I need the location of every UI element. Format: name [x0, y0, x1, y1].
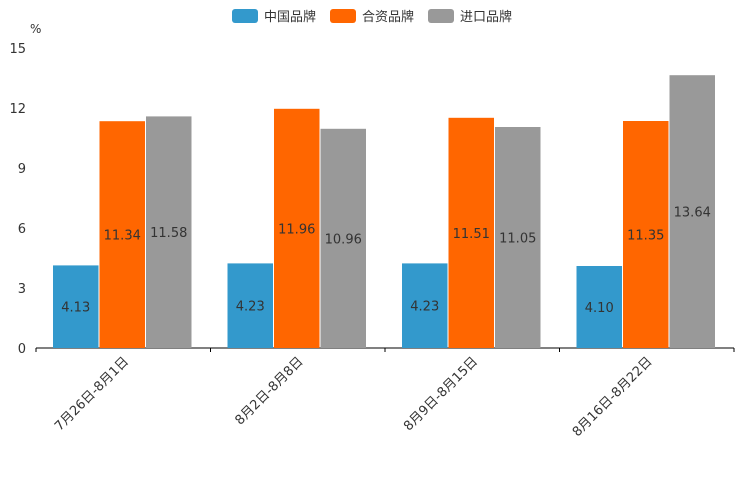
- bar: [227, 263, 273, 348]
- bar: [146, 116, 192, 349]
- bar-value-label: 11.35: [627, 229, 664, 244]
- legend-item-imported[interactable]: 进口品牌: [428, 6, 512, 25]
- bar: [274, 108, 320, 348]
- x-category-label: 8月16日-8月22日: [570, 354, 656, 440]
- legend-label-china: 中国品牌: [263, 10, 316, 25]
- bar-value-label: 11.51: [453, 227, 490, 242]
- legend-label-imported: 进口品牌: [460, 10, 513, 25]
- legend-swatch-joint-venture: [329, 8, 356, 23]
- bar: [669, 75, 715, 348]
- y-tick-label: 12: [9, 102, 26, 117]
- bar-value-label: 4.13: [61, 301, 90, 316]
- bar-value-label: 10.96: [325, 232, 362, 247]
- bar-value-label: 11.96: [278, 222, 315, 237]
- y-axis-unit: %: [30, 22, 42, 36]
- legend: 中国品牌 合资品牌 进口品牌: [0, 6, 744, 25]
- bar: [53, 265, 99, 348]
- bar: [402, 263, 448, 348]
- legend-swatch-china: [231, 8, 258, 23]
- bar-value-label: 11.58: [150, 226, 187, 241]
- y-tick-label: 9: [18, 162, 26, 177]
- bar-value-label: 4.10: [585, 301, 614, 316]
- bar-value-label: 13.64: [674, 206, 711, 221]
- bar: [99, 121, 145, 348]
- legend-swatch-imported: [428, 8, 454, 23]
- bar: [320, 128, 366, 348]
- bar-value-label: 4.23: [236, 300, 265, 315]
- legend-label-joint-venture: 合资品牌: [361, 10, 414, 25]
- y-tick-label: 0: [18, 342, 26, 357]
- bar: [448, 117, 494, 348]
- bar: [623, 121, 669, 348]
- y-tick-label: 15: [9, 42, 26, 57]
- bar: [495, 127, 541, 348]
- y-tick-label: 6: [18, 222, 26, 237]
- legend-item-joint-venture[interactable]: 合资品牌: [329, 6, 414, 25]
- bar-value-label: 11.34: [104, 229, 141, 244]
- bar-value-label: 11.05: [499, 232, 536, 247]
- legend-item-china[interactable]: 中国品牌: [231, 6, 316, 25]
- bar: [576, 266, 622, 348]
- x-category-label: 8月2日-8月8日: [232, 354, 306, 428]
- x-category-label: 8月9日-8月15日: [401, 354, 481, 434]
- x-category-label: 7月26日-8月1日: [52, 354, 132, 434]
- bar-value-label: 4.23: [410, 300, 439, 315]
- y-tick-label: 3: [18, 282, 26, 297]
